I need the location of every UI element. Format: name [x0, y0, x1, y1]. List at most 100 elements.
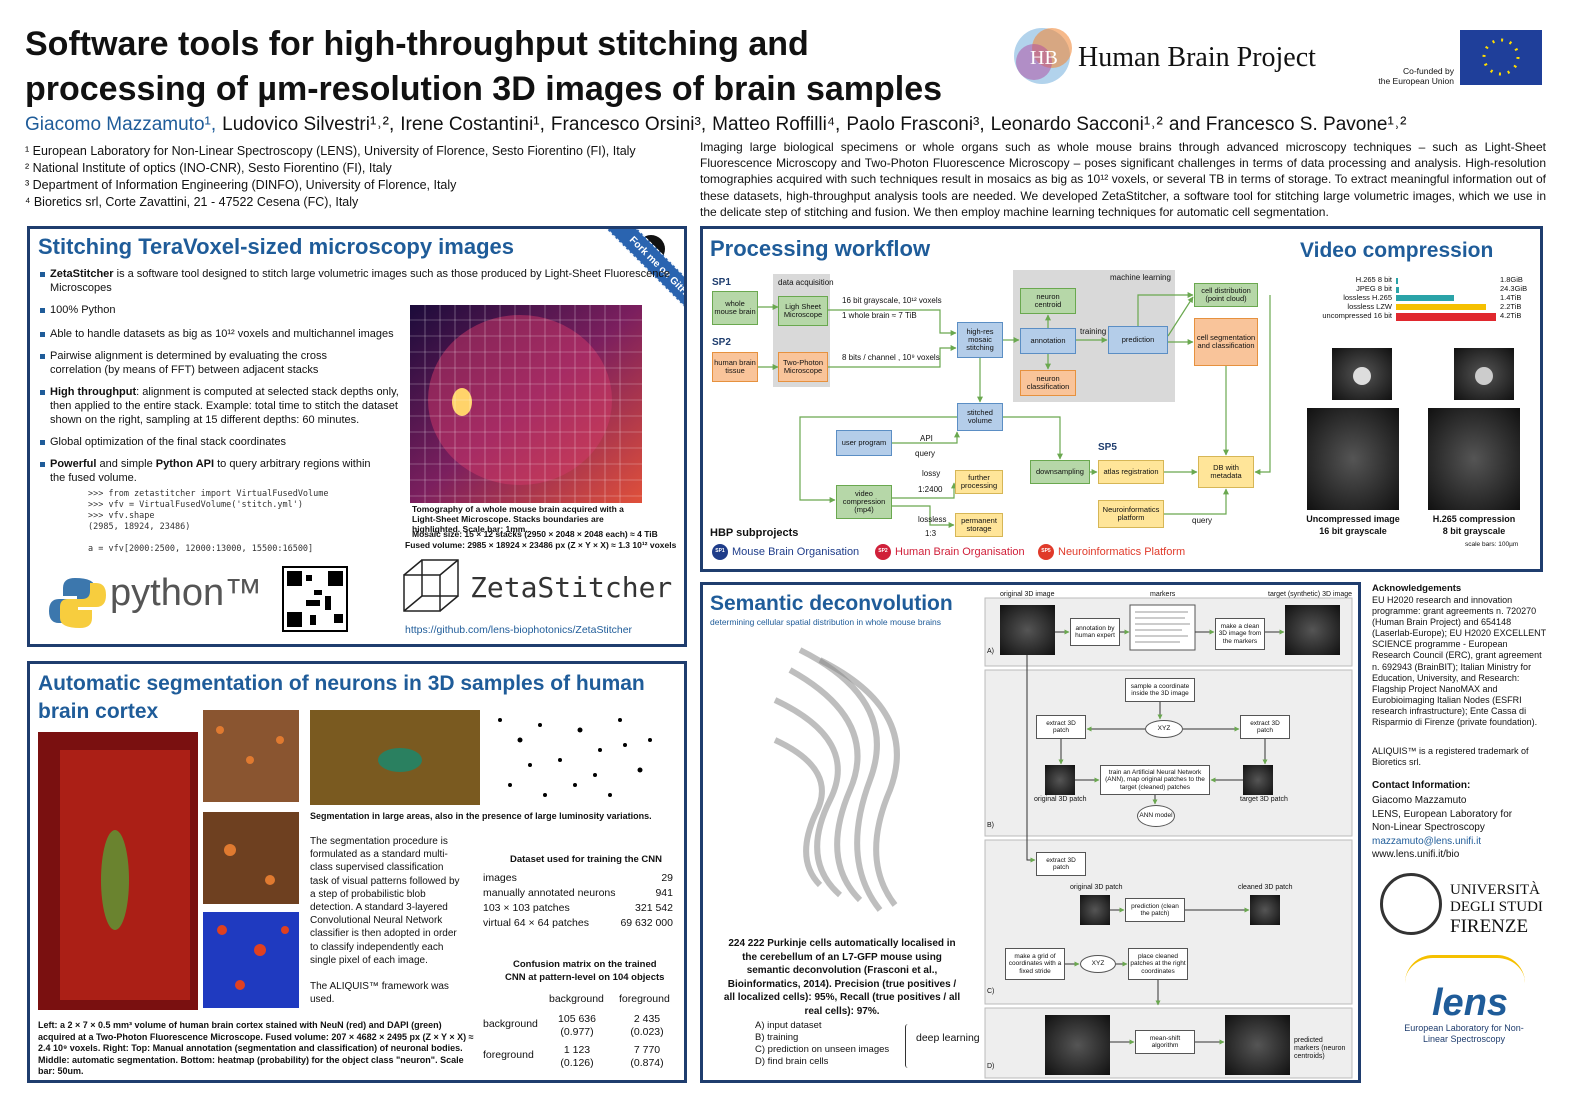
- table-cell: 941: [655, 887, 673, 899]
- workflow-node: Two-Photon Microscope: [778, 352, 828, 382]
- table-cell: (0.126): [560, 1057, 594, 1069]
- text-part: Python API: [155, 458, 215, 470]
- workflow-label: 1:2400: [918, 485, 943, 494]
- bar-value: 2.2TiB: [1500, 302, 1522, 311]
- table-cell: 1 123: [563, 1044, 591, 1056]
- table-cell: (0.874): [630, 1057, 664, 1069]
- bullet: 100% Python: [40, 304, 400, 318]
- diagram-arrows: [1026, 629, 1285, 1045]
- legend-badge: SP1: [715, 548, 725, 554]
- legend-badge: SP2: [878, 548, 888, 554]
- eu-note: Co-funded by the European Union: [1360, 66, 1454, 86]
- workflow-label: data acquisition: [778, 278, 834, 287]
- step: B) training: [755, 1032, 799, 1043]
- bullet: Pairwise alignment is determined by eval…: [40, 350, 380, 378]
- bar: [1396, 313, 1496, 321]
- segmentation-image: [203, 812, 299, 904]
- diagram-label: original 3D patch: [1070, 884, 1123, 891]
- text-part: 100% Python: [50, 304, 116, 316]
- workflow-label: 1:3: [925, 529, 937, 538]
- panel-title: Automatic segmentation of neurons in 3D …: [38, 672, 645, 723]
- bar: [1396, 304, 1486, 310]
- table-title: Dataset used for training the CNN: [510, 854, 663, 865]
- workflow-node: Ligh Sheet Microscope: [778, 296, 828, 326]
- row-header: foreground: [483, 1049, 534, 1061]
- university-name: FIRENZE: [1450, 916, 1529, 937]
- workflow-node: downsampling: [1030, 460, 1090, 484]
- table-title: Confusion matrix on the trained: [513, 959, 657, 970]
- acknowledgements: EU H2020 research and innovation program…: [1372, 595, 1546, 728]
- markers-lines: [1135, 611, 1190, 643]
- diagram-label: predicted markers (neuron centroids): [1294, 1037, 1346, 1061]
- text-part: ZetaStitcher: [50, 268, 114, 280]
- author: Irene Costantini¹,: [400, 114, 545, 135]
- email[interactable]: mazzamuto@lens.unifi.it: [1372, 836, 1482, 847]
- affiliation: ³ Department of Information Engineering …: [25, 178, 457, 192]
- bar: [1396, 295, 1454, 301]
- lens-stars: [1405, 955, 1525, 983]
- workflow-node: user program: [836, 430, 892, 456]
- text-part: Powerful: [50, 458, 97, 470]
- university-name: DEGLI STUDI: [1450, 899, 1543, 915]
- author: Matteo Roffilli⁴,: [712, 114, 841, 135]
- abstract: Imaging large biological specimens or wh…: [700, 140, 1546, 219]
- brace-label: deep learning: [916, 1032, 980, 1044]
- text-part: to query arbitrary regions within the fu…: [50, 458, 371, 484]
- workflow-node: annotation: [1020, 328, 1076, 354]
- table-title: CNN at pattern-level on 104 objects: [505, 972, 665, 983]
- image-caption: H.265 compression: [1432, 514, 1516, 524]
- diagram-node: ANN model: [1137, 805, 1175, 827]
- workflow-label: lossy: [922, 469, 941, 478]
- sp-badges: [712, 544, 1054, 560]
- diagram-label: markers: [1150, 591, 1176, 598]
- hbp-name: Human Brain Project: [1078, 42, 1316, 73]
- diagram-node: train an Artificial Neural Network (ANN)…: [1100, 765, 1210, 795]
- step: A) input dataset: [755, 1020, 822, 1031]
- heatmap-cells: [217, 925, 289, 990]
- lens-full: European Laboratory for Non-Linear Spect…: [1404, 1023, 1524, 1044]
- workflow-label: 8 bits / channel , 10⁹ voxels: [842, 353, 940, 362]
- workflow-label: machine learning: [1110, 273, 1171, 282]
- affiliations: ¹ European Laboratory for Non-Linear Spe…: [25, 143, 636, 211]
- panel-title: Video compression: [1300, 239, 1494, 262]
- code-line: (2985, 18924, 23486): [88, 522, 191, 532]
- affiliation: ⁴ Bioretics srl, Corte Zavattini, 21 - 4…: [25, 195, 359, 209]
- workflow-label: training: [1080, 327, 1107, 336]
- github-link[interactable]: https://github.com/lens-biophotonics/Zet…: [405, 624, 633, 636]
- bullet: Powerful and simple Python API to query …: [40, 458, 385, 486]
- table-cell: 321 542: [635, 902, 673, 914]
- authors: Giacomo Mazzamuto¹, Ludovico Silvestri¹˒²…: [25, 114, 1412, 136]
- step: D) find brain cells: [755, 1056, 829, 1067]
- legend-label: Mouse Brain Organisation: [732, 546, 860, 558]
- panel-workflow: [700, 226, 1543, 572]
- hbp-mark: HB: [1030, 47, 1058, 69]
- panel-semantic: [700, 582, 1361, 1083]
- diagram-node: extract 3D patch: [1036, 715, 1086, 739]
- diagram-label: A): [987, 648, 994, 655]
- bullet: High throughput: alignment is computed a…: [40, 386, 400, 427]
- panel-title: Processing workflow: [710, 236, 931, 261]
- diagram-label: cleaned 3D patch: [1238, 884, 1293, 891]
- code-line: >>> from zetastitcher import VirtualFuse…: [88, 489, 329, 499]
- annotation-image: [203, 710, 299, 802]
- workflow-node: prediction: [1108, 326, 1168, 354]
- diagram-node: XYZ: [1080, 955, 1116, 973]
- bullet: ZetaStitcher is a software tool designed…: [40, 268, 670, 296]
- python-logo: [60, 583, 106, 628]
- workflow-label: 16 bit grayscale, 10¹² voxels: [842, 296, 942, 305]
- zeta-cube: [403, 559, 459, 612]
- author: Ludovico Silvestri¹˒²,: [222, 114, 395, 135]
- bar-label: JPEG 8 bit: [1356, 284, 1392, 293]
- caption: Fused volume: 2985 × 18924 × 23486 px (Z…: [405, 540, 677, 550]
- large-area-vessel: [378, 748, 422, 772]
- table-header: foreground: [619, 993, 670, 1005]
- diagram-label: target (synthetic) 3D image: [1268, 591, 1353, 598]
- workflow-node: further processing: [955, 470, 1003, 494]
- brace: [905, 1024, 911, 1068]
- eu-flag: [1460, 30, 1542, 85]
- hbp-logo: [1016, 44, 1052, 80]
- legend-title: HBP subprojects: [710, 527, 799, 539]
- table-cell: 29: [661, 872, 673, 884]
- diagram-label: B): [987, 822, 994, 829]
